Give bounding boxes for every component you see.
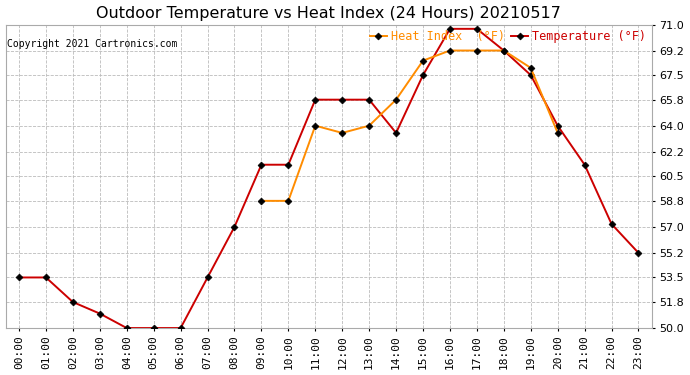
Heat Index  (°F)	[526, 66, 535, 70]
Temperature (°F)	[311, 98, 319, 102]
Temperature (°F)	[634, 251, 642, 255]
Temperature (°F)	[553, 123, 562, 128]
Temperature (°F)	[500, 48, 508, 53]
Temperature (°F)	[607, 222, 615, 226]
Heat Index  (°F)	[338, 130, 346, 135]
Temperature (°F)	[392, 130, 400, 135]
Line: Temperature (°F): Temperature (°F)	[17, 26, 641, 330]
Heat Index  (°F)	[257, 199, 266, 203]
Title: Outdoor Temperature vs Heat Index (24 Hours) 20210517: Outdoor Temperature vs Heat Index (24 Ho…	[97, 6, 561, 21]
Temperature (°F)	[230, 225, 239, 229]
Temperature (°F)	[177, 326, 185, 330]
Heat Index  (°F)	[446, 48, 454, 53]
Temperature (°F)	[365, 98, 373, 102]
Temperature (°F)	[526, 73, 535, 77]
Heat Index  (°F)	[473, 48, 481, 53]
Text: Copyright 2021 Cartronics.com: Copyright 2021 Cartronics.com	[7, 39, 177, 50]
Temperature (°F)	[15, 275, 23, 280]
Line: Heat Index  (°F): Heat Index (°F)	[259, 48, 560, 203]
Temperature (°F)	[204, 275, 212, 280]
Temperature (°F)	[257, 162, 266, 167]
Temperature (°F)	[42, 275, 50, 280]
Heat Index  (°F)	[365, 123, 373, 128]
Heat Index  (°F)	[553, 130, 562, 135]
Legend: Heat Index  (°F), Temperature (°F): Heat Index (°F), Temperature (°F)	[370, 30, 646, 44]
Heat Index  (°F)	[500, 48, 508, 53]
Temperature (°F)	[69, 300, 77, 304]
Temperature (°F)	[580, 162, 589, 167]
Temperature (°F)	[473, 27, 481, 31]
Temperature (°F)	[419, 73, 427, 77]
Temperature (°F)	[96, 311, 104, 316]
Heat Index  (°F)	[419, 58, 427, 63]
Heat Index  (°F)	[392, 98, 400, 102]
Temperature (°F)	[338, 98, 346, 102]
Heat Index  (°F)	[284, 199, 293, 203]
Temperature (°F)	[446, 27, 454, 31]
Heat Index  (°F)	[311, 123, 319, 128]
Temperature (°F)	[284, 162, 293, 167]
Temperature (°F)	[123, 326, 131, 330]
Temperature (°F)	[150, 326, 158, 330]
